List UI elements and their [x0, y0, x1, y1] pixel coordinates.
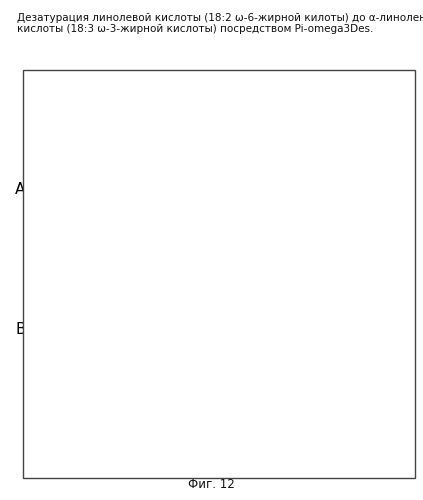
Text: 16:1: 16:1: [128, 198, 154, 210]
Text: 16:0: 16:0: [89, 240, 116, 254]
Text: 18:1: 18:1: [257, 219, 283, 232]
Text: Дезатурация линолевой кислоты (18:2 ω-6-жирной килоты) до α-линоленовой
кислоты : Дезатурация линолевой кислоты (18:2 ω-6-…: [17, 12, 423, 34]
Text: piOMEGA3 + 18:2: piOMEGA3 + 18:2: [138, 142, 300, 160]
Text: Фиг. 12: Фиг. 12: [188, 478, 235, 491]
Text: A: A: [15, 182, 25, 196]
Text: 18:2: 18:2: [288, 198, 314, 211]
Text: 18:0: 18:0: [218, 264, 244, 277]
Text: α-18:3: α-18:3: [324, 408, 374, 440]
Text: B: B: [15, 322, 25, 337]
